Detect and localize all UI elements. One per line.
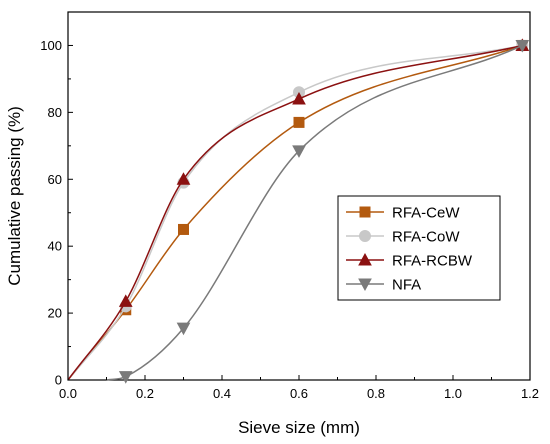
series-line [67,44,523,381]
data-point [515,39,530,53]
series-layer [67,38,530,384]
y-tick-label: 60 [48,172,62,187]
legend-swatch-marker [359,230,371,242]
x-axis-title: Sieve size (mm) [238,418,360,437]
data-point [118,294,133,307]
x-tick-label: 0.6 [290,386,308,401]
legend-swatch-marker [358,278,372,292]
data-point [176,322,191,336]
data-point [176,172,191,185]
y-tick-label: 20 [48,306,62,321]
legend-swatch-marker [358,252,372,266]
data-point [292,145,306,158]
legend-label: RFA-RCBW [392,253,473,270]
data-point [178,223,189,235]
legend: RFA-CeW RFA-CoW RFA-RCBW NFA [337,195,501,301]
x-tick-label: 0.0 [59,386,77,401]
y-tick-label: 0 [55,373,62,388]
y-axis-title: Cumulative passing (%) [5,106,24,286]
x-tick-label: 0.8 [367,386,385,401]
x-tick-label: 1.2 [521,386,539,401]
ticks-layer: 0.0 0.2 0.4 0.6 0.8 1.0 1.2 0 20 40 60 80 100 [40,11,539,401]
data-point [293,116,305,128]
y-tick-label: 100 [40,38,62,53]
legend-swatch-marker [359,206,371,218]
y-tick-label: 80 [48,105,62,120]
data-point [292,91,306,105]
y-tick-label: 40 [48,239,62,254]
legend-label: NFA [392,277,421,294]
legend-label: RFA-CeW [392,205,460,222]
series-nfa [106,39,530,384]
x-tick-label: 0.4 [213,386,231,401]
x-tick-label: 0.2 [136,386,154,401]
data-point [118,371,133,384]
legend-label: RFA-CoW [392,229,460,246]
x-tick-label: 1.0 [444,386,462,401]
series-line [67,44,523,381]
